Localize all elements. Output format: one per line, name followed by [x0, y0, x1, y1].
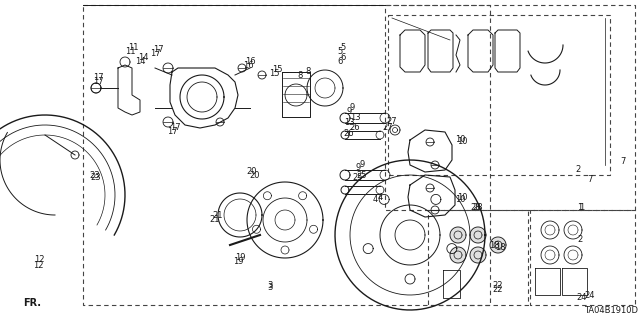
Text: 13
26: 13 26 [344, 118, 355, 138]
Text: 5: 5 [337, 48, 342, 56]
Text: 15: 15 [269, 69, 279, 78]
Text: 11: 11 [125, 48, 135, 56]
Text: 11: 11 [128, 43, 138, 53]
Text: 12: 12 [33, 261, 44, 270]
Text: 8: 8 [298, 70, 303, 79]
Text: 7: 7 [588, 175, 593, 184]
Text: 16: 16 [243, 61, 253, 70]
Text: 3: 3 [268, 280, 273, 290]
Text: 4: 4 [378, 194, 383, 203]
Text: 2: 2 [577, 235, 582, 244]
Text: 9: 9 [349, 103, 355, 113]
Text: 17: 17 [150, 48, 160, 57]
Text: 20: 20 [247, 167, 257, 176]
Text: 17: 17 [166, 128, 177, 137]
Text: 4: 4 [372, 196, 378, 204]
Text: 1: 1 [577, 204, 582, 212]
Text: 24: 24 [577, 293, 588, 301]
Polygon shape [450, 227, 466, 243]
Text: 26: 26 [349, 123, 360, 132]
Text: 10: 10 [455, 136, 465, 145]
Text: 6: 6 [337, 57, 342, 66]
Text: 22: 22 [493, 280, 503, 290]
Text: 9
25: 9 25 [356, 160, 367, 180]
Text: 3: 3 [268, 284, 273, 293]
Text: 12: 12 [34, 256, 44, 264]
Text: 1: 1 [579, 204, 584, 212]
Text: 14: 14 [135, 57, 145, 66]
Text: 28: 28 [473, 204, 483, 212]
Text: 15: 15 [272, 65, 282, 75]
Text: FR.: FR. [23, 298, 41, 308]
Text: 18: 18 [495, 243, 506, 253]
Text: 5: 5 [340, 43, 346, 53]
Text: 23: 23 [91, 174, 101, 182]
Text: TA04B1910D: TA04B1910D [584, 306, 638, 315]
Text: 17: 17 [153, 46, 163, 55]
Polygon shape [470, 227, 486, 243]
Text: 28: 28 [470, 204, 481, 212]
Polygon shape [470, 247, 486, 263]
Text: 17: 17 [93, 73, 103, 83]
Text: 27: 27 [387, 117, 397, 127]
Text: 18: 18 [489, 241, 499, 249]
Text: 25: 25 [353, 174, 364, 182]
Text: 24: 24 [585, 291, 595, 300]
Text: 21: 21 [210, 216, 220, 225]
Text: 14: 14 [138, 54, 148, 63]
Text: 17: 17 [93, 78, 103, 86]
Text: 20: 20 [250, 170, 260, 180]
Text: 9: 9 [355, 164, 360, 173]
Text: 2: 2 [575, 166, 580, 174]
Text: 21: 21 [212, 211, 223, 219]
Text: 19: 19 [235, 254, 245, 263]
Text: 7: 7 [620, 158, 626, 167]
Text: 8: 8 [305, 68, 310, 77]
Text: 10: 10 [457, 194, 467, 203]
Polygon shape [490, 237, 506, 253]
Text: 27: 27 [383, 123, 394, 132]
Polygon shape [450, 247, 466, 263]
Text: 17: 17 [170, 123, 180, 132]
Text: 22: 22 [493, 286, 503, 294]
Text: 10: 10 [457, 137, 467, 146]
Text: 23: 23 [90, 170, 100, 180]
Text: 10: 10 [455, 196, 465, 204]
Text: 19: 19 [233, 257, 243, 266]
Text: 16: 16 [244, 57, 255, 66]
Text: 6: 6 [340, 54, 346, 63]
Text: 9: 9 [346, 108, 351, 116]
Text: 13: 13 [349, 114, 360, 122]
